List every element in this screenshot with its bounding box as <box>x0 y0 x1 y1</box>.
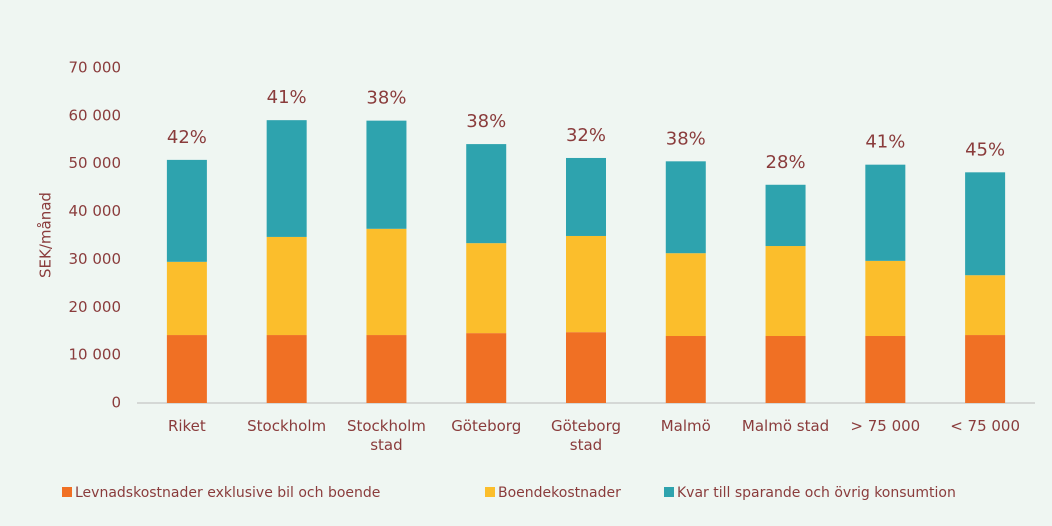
bar-segment <box>566 157 606 236</box>
bar-segment <box>366 335 407 403</box>
bar-segment <box>665 161 706 254</box>
x-tick-label: Malmö <box>660 417 711 435</box>
y-tick-label: 70 000 <box>69 59 122 77</box>
bar-segment <box>166 159 207 262</box>
bar-segment <box>266 120 307 237</box>
x-tick-label: Stockholm <box>247 417 327 435</box>
bar-annotation: 38% <box>366 88 406 109</box>
bar-segment <box>266 236 307 336</box>
bar-segment <box>965 335 1006 403</box>
bar-annotation: 38% <box>666 128 706 149</box>
bar-segment <box>466 243 507 334</box>
bar-segment <box>965 172 1006 276</box>
legend-swatch <box>485 487 495 497</box>
bar-annotation: 38% <box>466 111 506 132</box>
y-tick-label: 10 000 <box>69 346 122 364</box>
bar-segment <box>466 333 507 403</box>
bar-segment <box>166 335 207 403</box>
x-tick-label: Göteborg <box>451 417 522 435</box>
bar-annotation: 32% <box>566 125 606 146</box>
bar-segment <box>965 275 1006 336</box>
bar-segment <box>566 332 606 403</box>
legend-label: Levnadskostnader exklusive bil och boend… <box>75 485 380 501</box>
bar-annotation: 28% <box>766 152 806 173</box>
bar-annotation: 41% <box>267 87 307 108</box>
bar-segment <box>466 144 507 244</box>
legend-label: Boendekostnader <box>498 485 621 501</box>
bar-segment <box>366 228 407 336</box>
bar-segment <box>166 261 207 336</box>
bar-segment <box>865 164 906 261</box>
y-tick-label: 30 000 <box>69 250 122 268</box>
legend-label: Kvar till sparande och övrig konsumtion <box>677 485 956 501</box>
bar-segment <box>566 235 606 333</box>
legend-swatch <box>62 487 72 497</box>
bar-segment <box>765 246 806 336</box>
legend-swatch <box>664 487 674 497</box>
y-tick-label: 20 000 <box>69 298 122 316</box>
bar-segment <box>266 335 307 403</box>
bar-segment <box>865 336 906 403</box>
y-tick-label: 40 000 <box>69 202 122 220</box>
bar-annotation: 41% <box>865 132 905 153</box>
y-tick-label: 50 000 <box>69 154 122 172</box>
y-tick-label: 60 000 <box>69 106 122 124</box>
x-tick-label: Malmö stad <box>741 417 830 435</box>
bar-annotation: 45% <box>965 139 1005 160</box>
bar-segment <box>665 253 706 336</box>
bar-segment <box>366 120 407 229</box>
x-tick-label: Stockholm stad <box>346 417 426 454</box>
x-tick-label: > 75 000 <box>850 417 921 435</box>
bar-segment <box>865 260 906 336</box>
x-tick-label: < 75 000 <box>950 417 1021 435</box>
y-tick-label: 0 <box>111 394 121 412</box>
y-axis-label: SEK/månad <box>37 192 55 278</box>
bar-segment <box>665 336 706 403</box>
x-tick-label: Göteborg stad <box>550 417 622 454</box>
x-tick-label: Riket <box>167 417 206 435</box>
bar-segment <box>765 184 806 247</box>
bar-segment <box>765 336 806 403</box>
bar-annotation: 42% <box>167 127 207 148</box>
